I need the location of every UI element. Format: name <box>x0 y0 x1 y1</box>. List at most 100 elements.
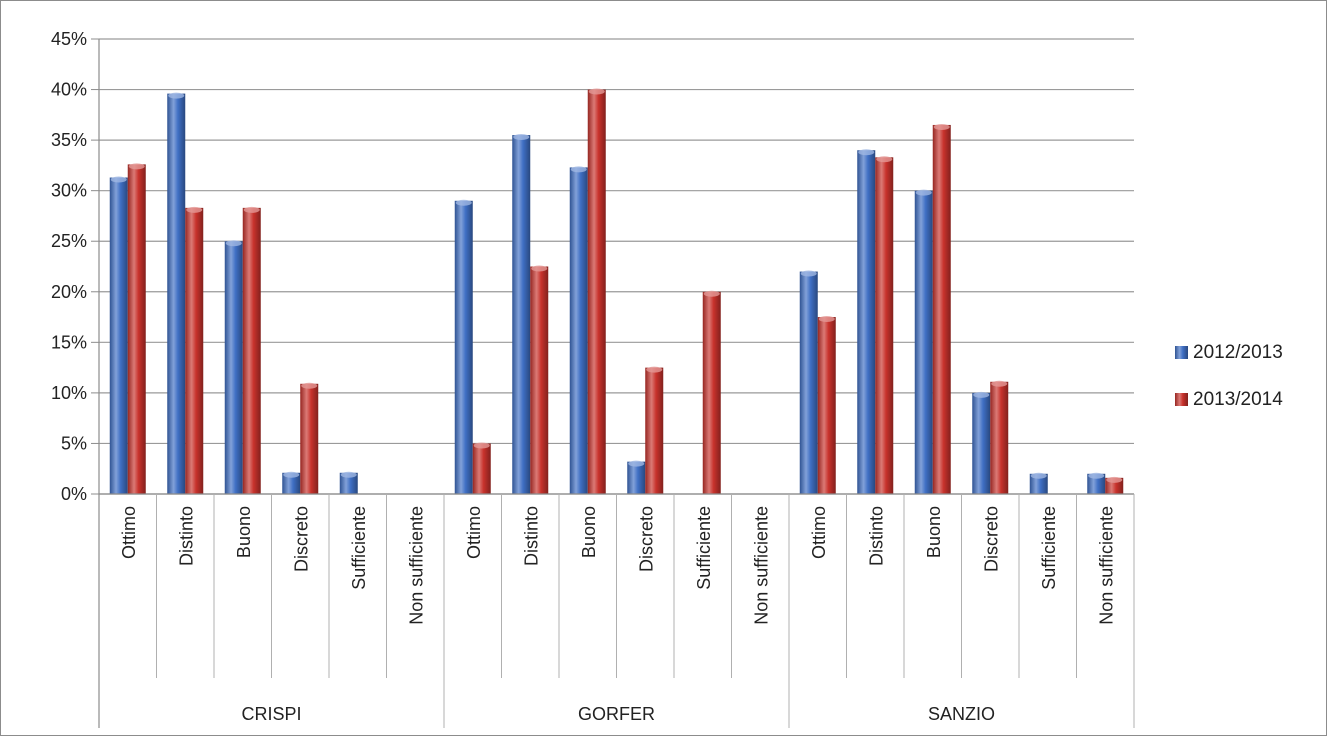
legend: 2012/2013 2013/2014 <box>1175 342 1283 410</box>
bar-2013-2014 <box>530 266 549 494</box>
bar-cap <box>876 156 893 163</box>
bar-cap <box>473 442 490 449</box>
bar-cap <box>531 265 548 272</box>
bar-cap <box>110 176 127 183</box>
bar-2013-2014 <box>645 367 664 494</box>
bar-2012-2013 <box>1029 473 1048 494</box>
bar-cap <box>800 270 817 277</box>
x-axis <box>98 39 1135 728</box>
category-label: Non sufficiente <box>751 506 771 625</box>
bar-2013-2014 <box>990 381 1009 494</box>
category-labels: Ottimo Distinto Buono Discreto Sufficiente No… <box>119 506 1117 625</box>
bar-cap <box>570 166 587 173</box>
y-tick-label: 10% <box>51 383 87 403</box>
category-label: Sufficiente <box>1039 506 1059 590</box>
category-label: Distinto <box>176 506 196 566</box>
bar-2012-2013 <box>167 93 186 494</box>
bar-2013-2014 <box>185 207 204 494</box>
category-label: Sufficiente <box>694 506 714 590</box>
category-label: Discreto <box>291 506 311 572</box>
category-label: Distinto <box>866 506 886 566</box>
category-label: Ottimo <box>464 506 484 559</box>
bar-cap <box>818 316 835 323</box>
legend-swatch <box>1175 393 1188 406</box>
legend-label: 2012/2013 <box>1193 342 1283 363</box>
bar-2013-2014 <box>472 443 491 494</box>
bar-2013-2014 <box>587 89 606 495</box>
y-tick-label: 0% <box>61 484 87 504</box>
bar-2012-2013 <box>282 472 301 494</box>
bar-2012-2013 <box>857 150 876 494</box>
bar-cap <box>1106 476 1123 483</box>
y-tick-label: 40% <box>51 80 87 100</box>
bar-cap <box>283 471 300 478</box>
bar-2012-2013 <box>627 461 646 494</box>
bar-cap <box>225 240 242 247</box>
bar-cap <box>455 199 472 206</box>
bar-cap <box>340 471 357 478</box>
bar-cap <box>186 206 203 213</box>
group-labels: CRISPI GORFER SANZIO <box>241 704 995 724</box>
bar-2012-2013 <box>109 177 128 494</box>
y-tick-label: 15% <box>51 332 87 352</box>
bar-2013-2014 <box>875 157 894 495</box>
bar-cap <box>628 460 645 467</box>
group-label: CRISPI <box>241 704 301 724</box>
category-label: Distinto <box>521 506 541 566</box>
category-label: Ottimo <box>809 506 829 559</box>
bar-cap <box>588 88 605 95</box>
y-tick-label: 25% <box>51 231 87 251</box>
group-label: GORFER <box>578 704 655 724</box>
bar-2012-2013 <box>224 241 243 494</box>
y-tick-label: 35% <box>51 130 87 150</box>
legend-label: 2013/2014 <box>1193 389 1283 410</box>
bar-cap <box>1030 472 1047 479</box>
category-label: Buono <box>924 506 944 558</box>
bars <box>109 88 1124 495</box>
legend-swatch <box>1175 346 1188 359</box>
bar-cap <box>858 149 875 156</box>
bar-cap <box>973 391 990 398</box>
gridlines <box>91 38 1134 495</box>
bar-2013-2014 <box>300 383 319 494</box>
bar-2013-2014 <box>127 164 146 494</box>
bar-2012-2013 <box>914 190 933 494</box>
bar-2012-2013 <box>972 392 991 494</box>
bar-cap <box>991 380 1008 387</box>
category-label: Non sufficiente <box>406 506 426 625</box>
category-label: Non sufficiente <box>1096 506 1116 625</box>
bar-2013-2014 <box>817 317 836 494</box>
category-label: Ottimo <box>119 506 139 559</box>
bar-cap <box>933 123 950 130</box>
category-label: Buono <box>579 506 599 558</box>
bar-2013-2014 <box>932 124 951 494</box>
bar-cap <box>168 92 185 99</box>
bar-2012-2013 <box>799 271 818 494</box>
bar-cap <box>243 206 260 213</box>
y-tick-label: 45% <box>51 29 87 49</box>
bar-2012-2013 <box>512 135 531 495</box>
group-label: SANZIO <box>928 704 995 724</box>
y-tick-label: 20% <box>51 282 87 302</box>
y-tick-label: 30% <box>51 181 87 201</box>
y-axis-ticks: 0% 5% 10% 15% 20% 25% 30% 35% 40% 45% <box>51 29 87 504</box>
bar-cap <box>128 163 145 170</box>
category-label: Buono <box>234 506 254 558</box>
category-label: Discreto <box>636 506 656 572</box>
bar-2012-2013 <box>454 200 473 494</box>
category-label: Discreto <box>981 506 1001 572</box>
bar-cap <box>513 134 530 141</box>
bar-2012-2013 <box>1087 473 1106 494</box>
category-label: Sufficiente <box>349 506 369 590</box>
bar-2013-2014 <box>242 207 261 494</box>
bar-2012-2013 <box>339 472 358 494</box>
bar-cap <box>703 290 720 297</box>
bar-2012-2013 <box>569 167 588 494</box>
y-tick-label: 5% <box>61 433 87 453</box>
bar-cap <box>301 382 318 389</box>
bar-cap <box>915 189 932 196</box>
bar-cap <box>646 366 663 373</box>
bar-cap <box>1088 472 1105 479</box>
